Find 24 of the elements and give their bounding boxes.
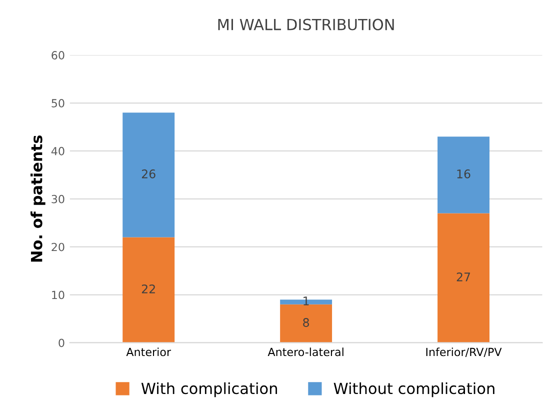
x-tick-label: Antero-lateral [268, 348, 344, 356]
bar [438, 213, 490, 343]
y-tick-label: 20 [52, 242, 64, 252]
data-label: 26 [142, 169, 156, 178]
x-tick-label: Anterior [126, 348, 172, 356]
bar [438, 136, 490, 214]
data-label: 8 [303, 318, 309, 327]
y-axis-title: No. of patients [30, 135, 46, 262]
y-tick-label: 60 [52, 51, 64, 60]
y-tick-label: 0 [58, 338, 64, 348]
bar [280, 304, 332, 343]
chart-title: MI WALL DISTRIBUTION [218, 18, 394, 30]
y-tick-label: 50 [52, 98, 64, 108]
legend-label: With complication [141, 382, 277, 398]
y-tick-label: 10 [52, 290, 64, 300]
bar [122, 112, 175, 238]
y-tick-label: 30 [52, 194, 64, 204]
y-tick-label: 40 [51, 146, 64, 156]
legend-label: Without complication [334, 382, 494, 398]
data-label: 22 [142, 284, 155, 294]
bar [122, 237, 175, 343]
data-label: 16 [457, 169, 470, 178]
data-label: 27 [456, 272, 470, 282]
x-tick-label: Inferior/RV/PV [426, 348, 502, 358]
